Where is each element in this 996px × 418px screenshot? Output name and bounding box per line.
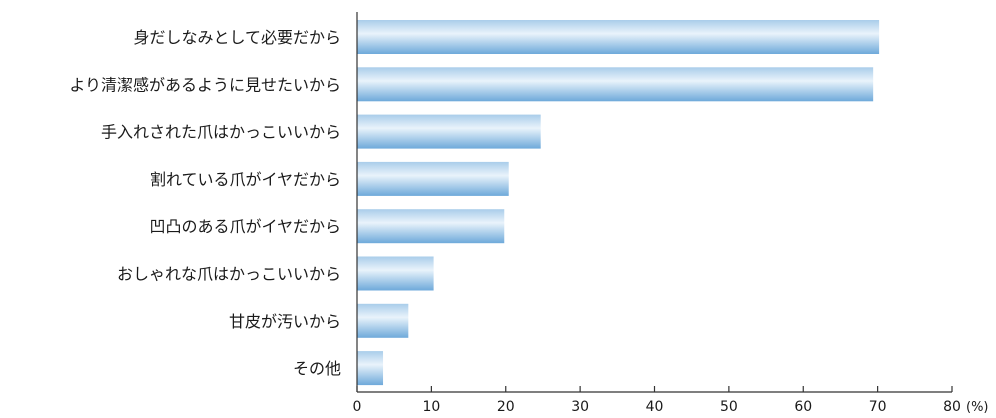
x-axis: 0 10 20 30 40 50 60 70 80 (%) [353,12,989,415]
bar [357,209,505,244]
category-label: 手入れされた爪はかっこいいから [101,123,341,142]
bar [357,351,384,386]
bar [357,67,874,102]
category-label: 割れている爪がイヤだから [150,170,341,189]
bar [357,20,880,54]
bar [357,303,409,338]
x-tick-label: 10 [422,399,440,415]
x-tick-label: 70 [869,399,887,415]
x-tick-label: 20 [497,399,515,415]
bar [357,256,434,291]
category-label: 身だしなみとして必要だから [133,28,341,47]
category-label: その他 [293,359,341,378]
category-label: より清潔感があるように見せたいから [69,75,341,94]
x-unit-label: (%) [966,400,989,415]
category-label: 凹凸のある爪がイヤだから [149,217,341,236]
bar [357,161,509,196]
x-tick-label: 30 [571,399,589,415]
category-label: 甘皮が汚いから [229,312,341,331]
x-tick-label: 60 [794,399,812,415]
x-tick-label: 40 [646,399,664,415]
x-tick-label: 0 [353,399,362,415]
category-labels: 身だしなみとして必要だからより清潔感があるように見せたいから手入れされた爪はかっ… [69,28,341,378]
category-label: おしゃれな爪はかっこいいから [117,265,341,284]
x-tick-label: 80 [943,399,961,415]
bar [357,114,541,149]
bars-layer [357,20,880,386]
x-tick-label: 50 [720,399,738,415]
